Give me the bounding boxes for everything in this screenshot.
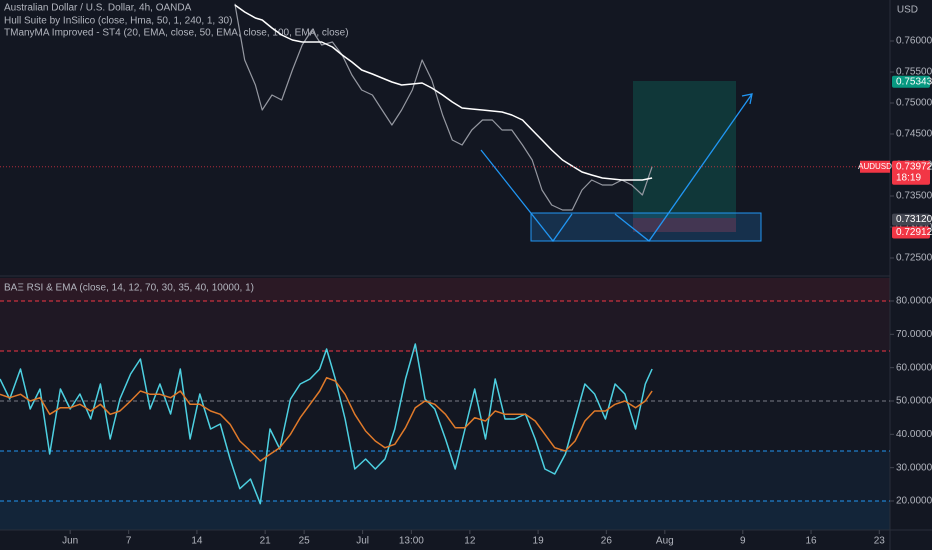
pane-backgrounds <box>0 278 890 530</box>
x-tick-label: 16 <box>805 536 817 547</box>
y-tick-label: 80.00000 <box>896 296 932 307</box>
y-tick-label: 40.00000 <box>896 429 932 440</box>
series-line <box>0 376 653 462</box>
x-tick-label: 26 <box>601 536 613 547</box>
x-tick-label: 13:00 <box>399 536 424 547</box>
level-zone <box>0 278 890 301</box>
y-tick-label: 0.73500 <box>896 191 932 202</box>
long-position-stop <box>633 218 736 232</box>
y-tick-label: 70.00000 <box>896 329 932 340</box>
x-tick-label: 19 <box>533 536 545 547</box>
x-tick-label: Aug <box>656 536 674 547</box>
rsi-title: BAΞ RSI & EMA (close, 14, 12, 70, 30, 35… <box>4 283 254 294</box>
countdown-label: 18:19 <box>896 172 921 183</box>
y-tick-label: 0.76000 <box>896 36 932 47</box>
x-tick-label: 14 <box>191 536 203 547</box>
x-tick-label: 7 <box>126 536 132 547</box>
y-tick-label: 0.74500 <box>896 129 932 140</box>
price-label: 0.73120 <box>896 214 932 225</box>
arrow-head <box>741 93 753 105</box>
y-tick-label: 30.00000 <box>896 462 932 473</box>
y-tick-label: 50.00000 <box>896 396 932 407</box>
y-tick-label: 20.00000 <box>896 496 932 507</box>
symbol-box <box>860 160 890 173</box>
pattern-line <box>480 149 573 243</box>
chart-title: Australian Dollar / U.S. Dollar, 4h, OAN… <box>4 3 192 14</box>
long-position-target <box>633 81 736 218</box>
level-zone <box>0 278 890 351</box>
indicator-legend: Hull Suite by InSilico (close, Hma, 50, … <box>4 16 232 27</box>
price-label: 0.75343 <box>896 76 932 87</box>
level-zone <box>0 501 890 530</box>
x-tick-label: 21 <box>260 536 272 547</box>
support-box <box>530 212 762 242</box>
series-line <box>0 343 653 505</box>
x-tick-label: Jun <box>62 536 78 547</box>
series-line <box>234 4 653 181</box>
x-tick-label: 9 <box>740 536 746 547</box>
currency-label: USD <box>897 5 918 16</box>
level-zone <box>0 451 890 530</box>
x-tick-label: 12 <box>464 536 476 547</box>
y-tick-label: 0.72500 <box>896 253 932 264</box>
price-label-box <box>892 160 930 185</box>
y-tick-label: 0.75500 <box>896 67 932 78</box>
symbol-label: AUDUSD <box>858 162 892 171</box>
pattern-line <box>614 93 753 242</box>
x-tick-label: Jul <box>356 536 369 547</box>
price-label-box <box>892 213 930 226</box>
x-tick-label: 23 <box>874 536 886 547</box>
price-label: 0.72912 <box>896 227 932 238</box>
price-label-box <box>892 226 930 239</box>
series-line <box>234 3 653 211</box>
price-label-box <box>892 75 930 88</box>
indicator-legend: TManyMA Improved - ST4 (20, EMA, close, … <box>4 28 349 39</box>
y-tick-label: 60.00000 <box>896 362 932 373</box>
price-label: 0.73972 <box>896 161 932 172</box>
y-tick-label: 0.75000 <box>896 98 932 109</box>
x-tick-label: 25 <box>299 536 311 547</box>
